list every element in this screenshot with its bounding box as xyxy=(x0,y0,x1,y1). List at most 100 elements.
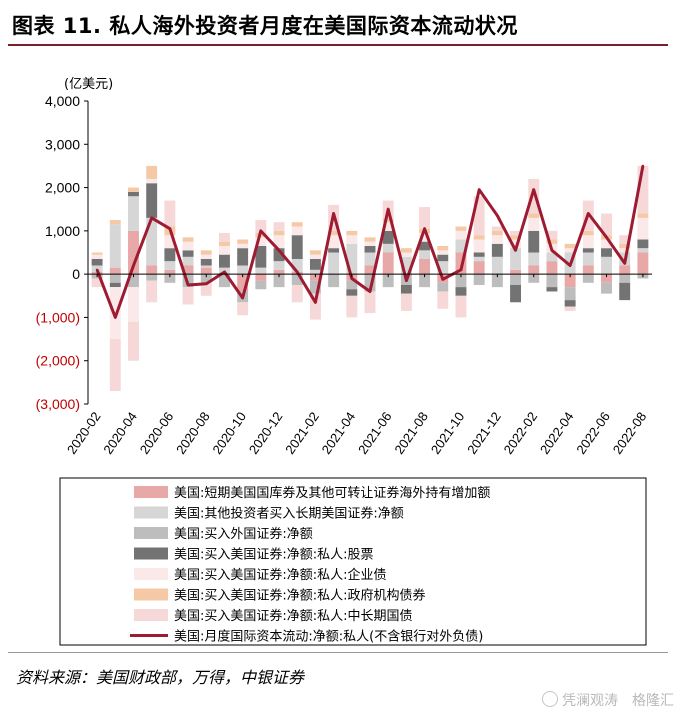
bar-corp-2020-05 xyxy=(146,178,158,184)
bar-tbill-2020-04 xyxy=(128,230,139,275)
bar-corp-2021-03 xyxy=(328,235,340,249)
bar-tbill-2020-08 xyxy=(200,267,212,275)
bar-tbill-2021-11 xyxy=(473,261,485,275)
line-point-2021-06 xyxy=(386,208,390,211)
x-tick-label: 2022-06 xyxy=(573,409,613,457)
bar-other_long-2021-12 xyxy=(491,256,503,275)
bar-agency-2020-07 xyxy=(182,237,194,242)
x-tick-label: 2020-08 xyxy=(173,409,213,457)
legend-swatch-agency xyxy=(134,588,168,601)
y-tick-label: (3,000) xyxy=(36,396,80,412)
bar-agency-2021-05 xyxy=(364,237,376,242)
bar-treasury-2021-02 xyxy=(309,293,321,320)
bar-foreign_sec-2021-03 xyxy=(328,274,340,288)
bar-agency-2021-09 xyxy=(437,246,449,251)
bar-tbill-2022-08 xyxy=(637,252,649,275)
bar-tbill-2020-05 xyxy=(146,265,158,275)
bar-equity-2021-03 xyxy=(328,248,340,253)
bar-tbill-2021-02 xyxy=(309,274,321,281)
x-tick-label: 2021-04 xyxy=(319,409,359,457)
bar-agency-2022-03 xyxy=(546,239,558,244)
bar-corp-2021-10 xyxy=(455,230,467,240)
bar-other_long-2020-08 xyxy=(200,265,212,268)
bar-other_long-2020-10 xyxy=(237,265,249,275)
bar-treasury-2020-12 xyxy=(273,222,285,231)
bar-agency-2020-05 xyxy=(146,165,158,179)
bar-foreign_sec-2021-06 xyxy=(382,274,394,288)
bar-equity-2020-12 xyxy=(273,248,285,262)
y-tick-label: 4,000 xyxy=(45,93,80,109)
bar-treasury-2021-11 xyxy=(473,196,485,236)
legend-swatch-tbill xyxy=(134,486,168,498)
bar-corp-2020-11 xyxy=(255,237,267,247)
legend: 美国:短期美国国库券及其他可转让证券海外持有增加额美国:其他投资者买入长期美国证… xyxy=(59,477,647,646)
y-tick-label: (1,000) xyxy=(36,309,80,325)
y-tick-label: 3,000 xyxy=(45,136,80,152)
bar-corp-2022-02 xyxy=(528,217,540,231)
bar-agency-2021-10 xyxy=(455,226,467,231)
bar-corp-2021-12 xyxy=(491,235,503,244)
wechat-icon xyxy=(542,691,558,707)
legend-label-corp: 美国:买入美国证券:净额:私人:企业债 xyxy=(174,567,387,583)
bar-foreign_sec-2022-04 xyxy=(564,287,576,301)
bar-corp-2021-09 xyxy=(437,250,449,255)
bar-foreign_sec-2020-12 xyxy=(273,274,285,288)
bar-agency-2022-01 xyxy=(510,235,522,240)
bar-other_long-2021-02 xyxy=(309,269,321,275)
line-point-2020-11 xyxy=(259,229,263,233)
bar-agency-2021-03 xyxy=(328,230,340,236)
bar-tbill-2021-05 xyxy=(364,265,376,275)
bar-foreign_sec-2021-12 xyxy=(491,274,503,288)
bar-corp-2020-08 xyxy=(200,254,212,259)
bar-tbill-2020-12 xyxy=(273,269,285,275)
bar-other_long-2022-01 xyxy=(510,248,522,270)
bar-agency-2021-04 xyxy=(346,230,358,236)
bar-equity-2020-07 xyxy=(182,250,194,257)
x-tick-label: 2020-06 xyxy=(137,409,177,457)
bar-equity-2021-12 xyxy=(491,243,503,257)
bar-foreign_sec-2021-10 xyxy=(455,274,467,288)
bar-treasury-2021-10 xyxy=(455,295,467,318)
x-tick-label: 2022-04 xyxy=(537,409,577,457)
bar-agency-2022-05 xyxy=(582,230,594,236)
bar-foreign_sec-2021-02 xyxy=(309,280,321,294)
bar-equity-2021-11 xyxy=(473,252,485,257)
bar-other_long-2022-02 xyxy=(528,252,540,266)
line-point-2021-05 xyxy=(368,290,372,293)
bar-agency-2022-02 xyxy=(528,213,540,218)
x-tick-label: 2021-02 xyxy=(282,409,322,457)
y-tick-label: 1,000 xyxy=(45,223,80,239)
bar-equity-2021-05 xyxy=(364,246,376,253)
line-point-2021-08 xyxy=(423,227,426,230)
bar-treasury-2021-07 xyxy=(400,293,412,311)
bar-tbill-2020-07 xyxy=(182,265,194,275)
legend-swatch-equity xyxy=(134,547,168,560)
bar-other_long-2022-03 xyxy=(546,252,558,262)
line-point-2021-03 xyxy=(332,212,335,215)
bar-equity-2021-06 xyxy=(382,230,394,244)
bar-other_long-2020-04 xyxy=(128,196,139,231)
legend-swatch-treasury xyxy=(134,609,168,621)
legend-swatch-corp xyxy=(134,568,168,580)
line-point-2021-07 xyxy=(405,279,408,282)
line-layer xyxy=(95,164,645,319)
bar-other_long-2021-06 xyxy=(382,243,394,253)
bar-agency-2020-02 xyxy=(91,252,103,255)
bar-tbill-2020-06 xyxy=(164,269,176,275)
line-point-2020-09 xyxy=(223,270,226,274)
bar-other_long-2020-03 xyxy=(109,224,121,268)
bar-equity-2021-10 xyxy=(455,287,467,296)
y-tick-label: (2,000) xyxy=(36,353,80,369)
line-point-2020-08 xyxy=(205,282,208,285)
bar-agency-2022-08 xyxy=(637,213,649,218)
legend-label-equity: 美国:买入美国证券:净额:私人:股票 xyxy=(174,547,374,563)
bar-equity-2022-01 xyxy=(510,284,522,303)
legend-label-line: 美国:月度国际资本流动:净额:私人(不含银行对外负债) xyxy=(174,629,483,645)
bar-tbill-2022-04 xyxy=(564,274,576,288)
bar-agency-2021-07 xyxy=(400,248,412,253)
bar-equity-2021-09 xyxy=(437,254,449,262)
line-point-2022-06 xyxy=(605,236,608,239)
line-point-2020-06 xyxy=(168,227,172,230)
bar-treasury-2022-04 xyxy=(564,306,576,311)
bar-equity-2022-07 xyxy=(619,282,631,301)
